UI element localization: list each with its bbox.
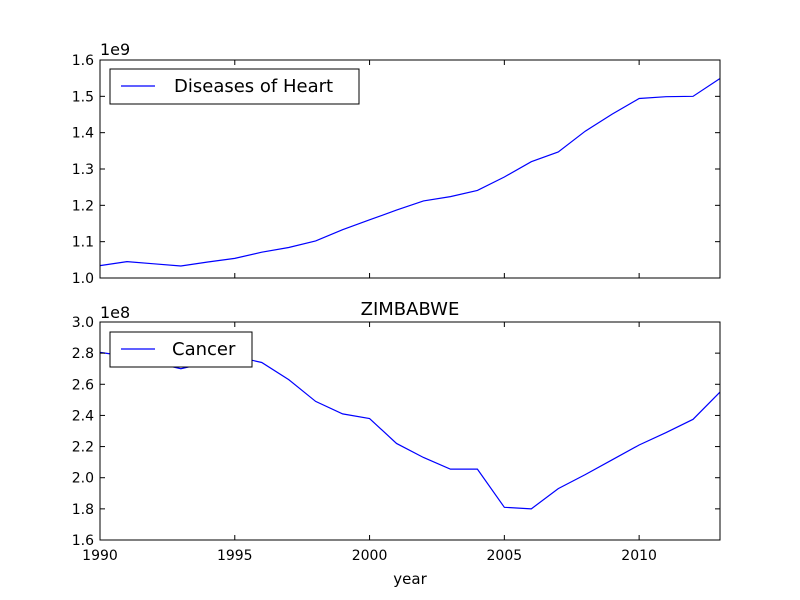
cancer-x-tick-label: 2000 [352, 548, 388, 564]
cancer-y-tick-label: 3.0 [72, 315, 94, 331]
heart-y-tick-label: 1.4 [72, 126, 94, 142]
heart-y-tick-label: 1.3 [72, 162, 94, 178]
cancer-y-tick-label: 2.0 [72, 471, 94, 487]
cancer-plot-frame [99, 321, 721, 541]
heart-y-ticks: 1.0 1.1 1.2 1.3 1.4 1.5 1.6 [72, 53, 720, 287]
heart-y-tick-label: 1.1 [72, 235, 94, 251]
cancer-y-multiplier: 1e8 [100, 303, 130, 322]
heart-series-line [99, 78, 721, 267]
heart-y-tick-label: 1.2 [72, 198, 94, 214]
cancer-x-tick-label: 1995 [217, 548, 253, 564]
cancer-x-tick-label: 2010 [621, 548, 657, 564]
cancer-y-tick-label: 2.8 [72, 346, 94, 362]
heart-x-ticks [99, 60, 640, 278]
heart-subplot: 1e9 1.0 1.1 1.2 1.3 1.4 1.5 1.6 Diseases of He… [72, 40, 721, 287]
cancer-legend: Cancer [109, 331, 253, 368]
cancer-x-ticks: 1990 1995 2000 2005 2010 [82, 322, 657, 564]
heart-series-layer [99, 78, 721, 267]
cancer-chart-title: ZIMBABWE [361, 299, 460, 320]
heart-legend-label: Diseases of Heart [174, 76, 333, 97]
cancer-y-tick-label: 2.2 [72, 440, 94, 456]
cancer-x-tick-label: 2005 [487, 548, 523, 564]
cancer-y-tick-label: 1.6 [72, 533, 94, 549]
cancer-x-axis-label: year [393, 570, 427, 588]
heart-y-tick-label: 1.5 [72, 89, 94, 105]
cancer-y-tick-label: 2.6 [72, 377, 94, 393]
cancer-subplot: ZIMBABWE 1e8 1.6 1.8 2.0 2.2 2.4 2.6 2.8 3.0 19… [72, 299, 721, 588]
cancer-x-tick-label: 1990 [82, 548, 118, 564]
cancer-y-tick-label: 1.8 [72, 502, 94, 518]
heart-legend: Diseases of Heart [109, 68, 360, 105]
heart-y-tick-label: 1.0 [72, 271, 94, 287]
heart-y-tick-label: 1.6 [72, 53, 94, 69]
heart-y-multiplier: 1e9 [100, 40, 130, 59]
cancer-y-tick-label: 2.4 [72, 408, 94, 424]
cancer-y-ticks: 1.6 1.8 2.0 2.2 2.4 2.6 2.8 3.0 [72, 315, 720, 549]
cancer-legend-label: Cancer [172, 339, 236, 360]
